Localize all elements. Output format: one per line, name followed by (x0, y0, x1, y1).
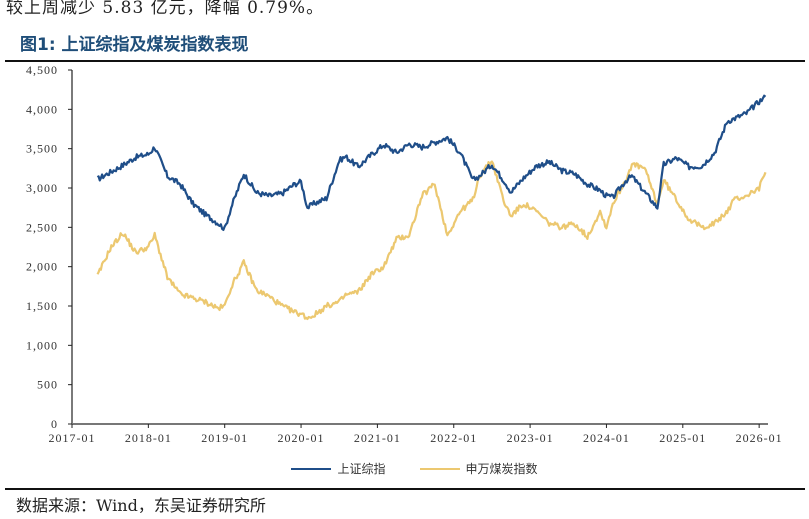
data-source-note: 数据来源：Wind，东吴证券研究所 (16, 496, 266, 515)
x-tick-label: 2025-01 (659, 431, 706, 445)
y-tick-label: 2,500 (26, 220, 58, 234)
top-rule (5, 60, 805, 62)
legend-item-coal: 申万煤炭指数 (400, 460, 538, 477)
legend-swatch-coal (419, 467, 460, 470)
chart-legend: 上证综指 申万煤炭指数 (0, 460, 809, 477)
bottom-rule (5, 488, 805, 490)
x-tick-label: 2018-01 (125, 431, 172, 445)
y-tick-label: 500 (37, 378, 58, 392)
legend-item-sse: 上证综指 (271, 460, 386, 477)
coal-index-line (96, 160, 767, 321)
y-tick-label: 4,000 (26, 102, 58, 116)
y-tick-label: 0 (51, 417, 58, 431)
y-tick-label: 1,000 (26, 338, 58, 352)
y-tick-label: 3,000 (26, 181, 58, 195)
sse-composite-line (96, 94, 767, 231)
x-tick-label: 2017-01 (49, 431, 96, 445)
x-axis: 2017-01 2018-01 2019-01 2020-01 2021-01 2022-… (49, 423, 783, 445)
figure-title: 图1: 上证综指及煤炭指数表现 (20, 35, 249, 55)
preceding-paragraph-text: 较上周减少 5.83 亿元，降幅 0.79%。 (6, 0, 325, 18)
y-tick-label: 2,000 (26, 260, 58, 274)
x-tick-label: 2026-01 (736, 431, 783, 445)
x-tick-label: 2024-01 (583, 431, 630, 445)
y-tick-label: 1,500 (26, 299, 58, 313)
x-tick-label: 2020-01 (278, 431, 325, 445)
x-tick-label: 2022-01 (430, 431, 477, 445)
y-tick-label: 4,500 (26, 63, 58, 77)
y-axis: 0 500 1,000 1,500 2,000 2,500 3,000 3,500 4,000 4… (26, 63, 73, 431)
legend-label-sse: 上证综指 (337, 462, 386, 476)
x-tick-label: 2021-01 (354, 431, 401, 445)
y-tick-label: 3,500 (26, 142, 58, 156)
legend-label-coal: 申万煤炭指数 (465, 462, 538, 476)
x-tick-label: 2019-01 (201, 431, 248, 445)
legend-swatch-sse (291, 467, 332, 470)
x-tick-label: 2023-01 (507, 431, 554, 445)
